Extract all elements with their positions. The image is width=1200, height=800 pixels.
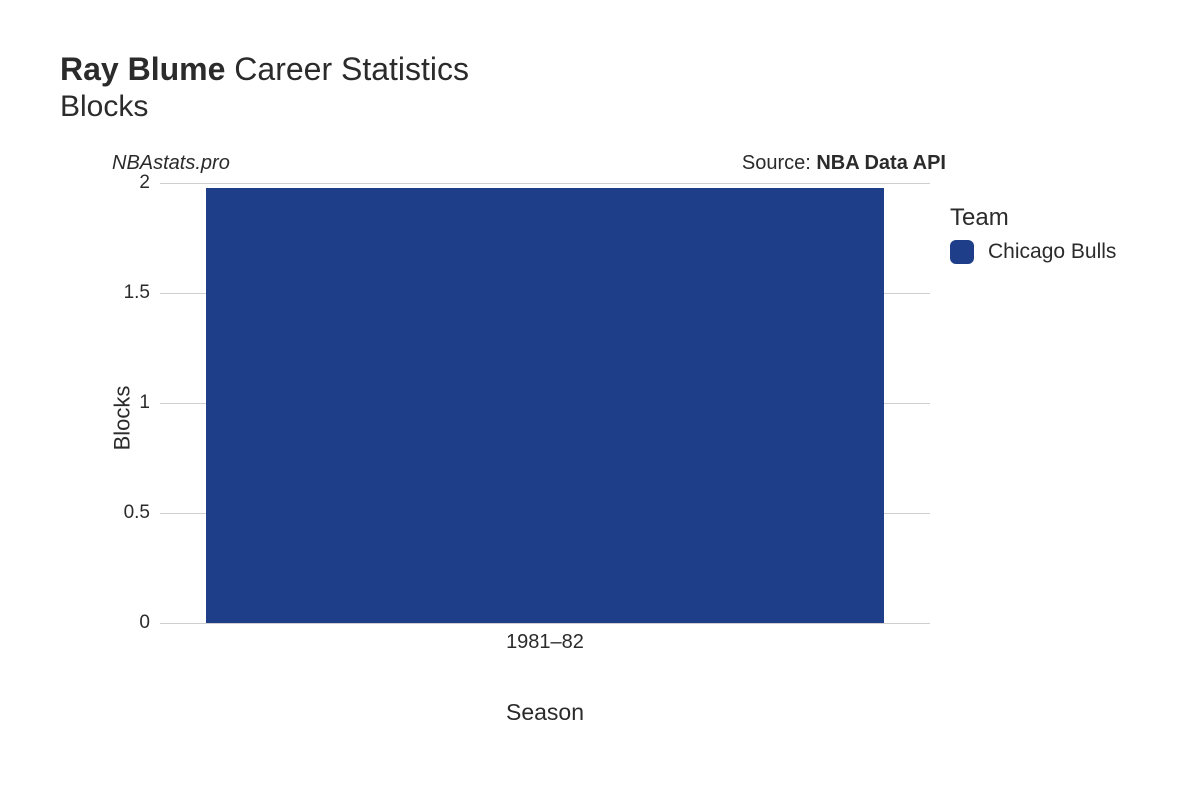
y-tick-label: 1.5 — [100, 282, 160, 304]
bar — [206, 188, 884, 624]
x-axis-label: Season — [140, 699, 950, 726]
y-tick-label: 0 — [100, 612, 160, 634]
chart-meta-row: NBAstats.pro Source: NBA Data API — [90, 152, 950, 183]
legend: Team Chicago Bulls — [950, 204, 1116, 264]
x-tick-label: 1981–82 — [506, 623, 584, 654]
chart-title-block: Ray Blume Career Statistics Blocks — [60, 50, 1160, 124]
legend-item: Chicago Bulls — [950, 240, 1116, 264]
y-tick-label: 1 — [100, 392, 160, 414]
y-tick-label: 0.5 — [100, 502, 160, 524]
player-name: Ray Blume — [60, 51, 225, 87]
source-prefix: Source: — [742, 152, 816, 174]
gridline — [160, 183, 930, 184]
y-tick-label: 2 — [100, 172, 160, 194]
title-rest: Career Statistics — [225, 51, 469, 87]
chart-area: NBAstats.pro Source: NBA Data API Blocks… — [90, 152, 950, 726]
source-name: NBA Data API — [816, 152, 946, 174]
legend-title: Team — [950, 204, 1116, 232]
stat-subtitle: Blocks — [60, 90, 1160, 124]
legend-swatch — [950, 240, 974, 264]
bar-chart: Blocks 00.511.521981–82 — [90, 183, 950, 653]
legend-label: Chicago Bulls — [988, 240, 1116, 264]
